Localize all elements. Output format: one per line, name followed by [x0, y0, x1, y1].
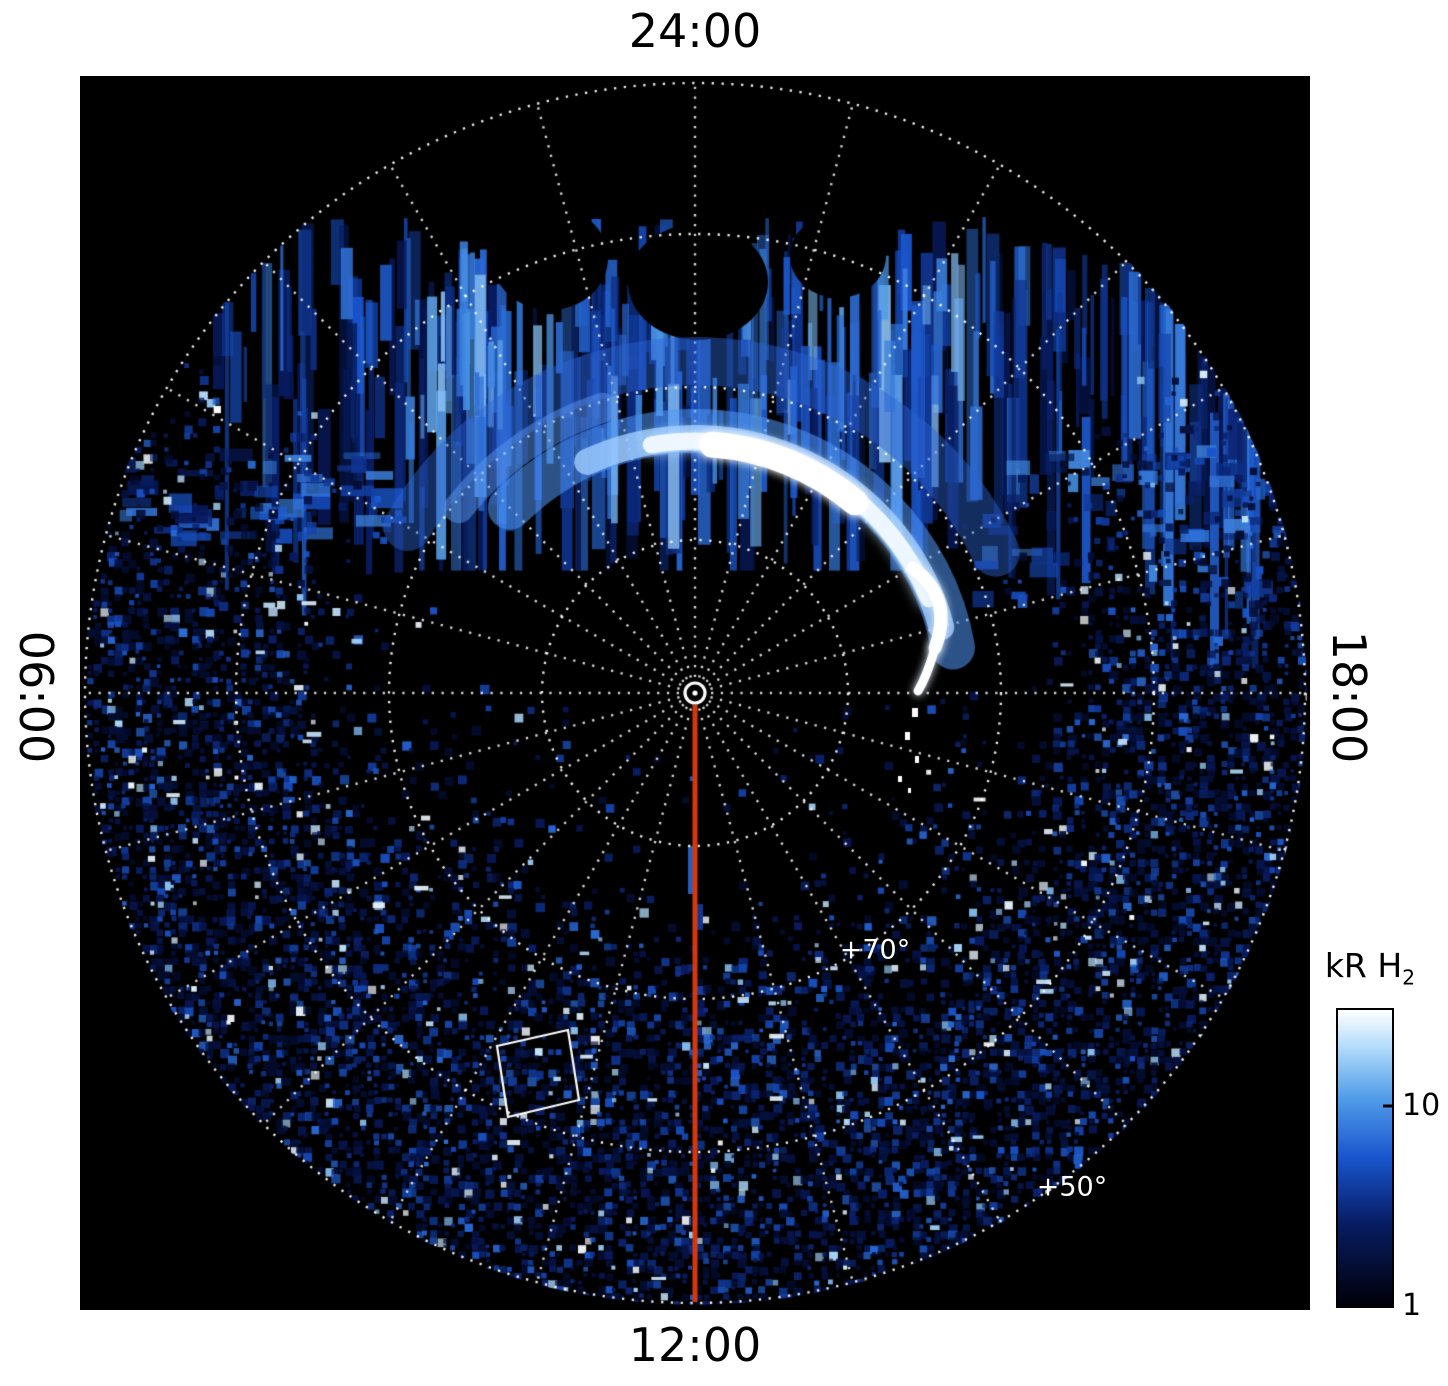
colorbar-title-subscript: 2 [1402, 965, 1416, 990]
polar-plot-area: +70° +50° [80, 76, 1310, 1310]
colorbar-tick-label-1: 1 [1402, 1288, 1422, 1323]
colorbar-title-text: kR H [1324, 946, 1403, 985]
colorbar-title: kR H2 [1325, 946, 1415, 990]
local-time-label-1800: 18:00 [1322, 630, 1376, 764]
colorbar: 10 1 [1336, 1008, 1440, 1321]
local-time-label-0600: 06:00 [9, 630, 63, 764]
colorbar-tick-label-10: 10 [1402, 1087, 1441, 1123]
colorbar-gradient [1338, 1010, 1392, 1306]
colorbar-tick-mark [1383, 1304, 1392, 1308]
latitude-label-70: +70° [839, 934, 911, 966]
aurora-heatmap-canvas [80, 76, 1310, 1310]
local-time-label-1200: 12:00 [628, 1318, 762, 1372]
latitude-label-50: +50° [1036, 1171, 1108, 1203]
local-time-label-2400: 24:00 [628, 4, 762, 58]
colorbar-tick-mark [1383, 1104, 1392, 1108]
